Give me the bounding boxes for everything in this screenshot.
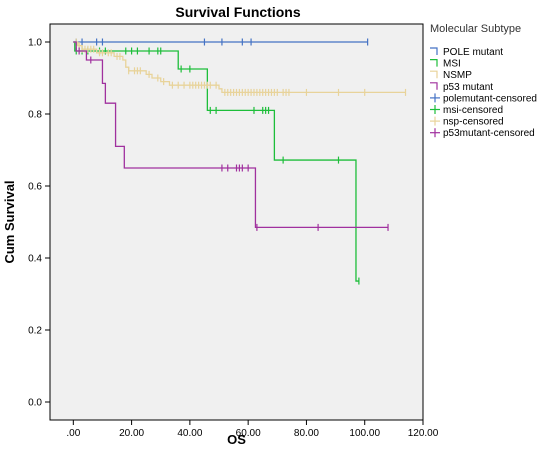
legend-label-0: POLE mutant bbox=[443, 47, 503, 58]
legend-label-3: p53 mutant bbox=[443, 82, 493, 93]
y-tick-label: 0.4 bbox=[28, 254, 42, 265]
y-axis-label: Cum Survival bbox=[2, 180, 17, 263]
y-tick-label: 0.8 bbox=[28, 110, 42, 121]
y-tick-label: 0.2 bbox=[28, 326, 42, 337]
legend-label-4: polemutant-censored bbox=[443, 93, 537, 104]
x-axis-label: OS bbox=[227, 432, 246, 447]
chart-title: Survival Functions bbox=[175, 4, 300, 20]
y-tick-label: 1.0 bbox=[28, 38, 42, 49]
x-tick-label: 100.00 bbox=[349, 428, 380, 439]
x-tick-label: .00 bbox=[66, 428, 80, 439]
legend-swatch-2 bbox=[430, 70, 438, 79]
legend-label-2: NSMP bbox=[443, 70, 472, 81]
series-line-3 bbox=[73, 41, 389, 229]
legend-label-7: p53mutant-censored bbox=[443, 128, 535, 139]
y-tick-label: 0.0 bbox=[28, 398, 42, 409]
x-tick-label: 80.00 bbox=[294, 428, 319, 439]
legend-swatch-0 bbox=[430, 47, 438, 55]
legend-label-6: nsp-censored bbox=[443, 117, 504, 128]
y-tick-label: 0.6 bbox=[28, 182, 42, 193]
x-tick-label: 60.00 bbox=[236, 428, 261, 439]
legend-title: Molecular Subtype bbox=[430, 23, 521, 35]
x-tick-label: 40.00 bbox=[177, 428, 202, 439]
legend-swatch-1 bbox=[430, 59, 438, 67]
legend-swatch-3 bbox=[430, 82, 438, 90]
legend-label-5: msi-censored bbox=[443, 105, 503, 116]
x-tick-label: 120.00 bbox=[408, 428, 439, 439]
x-tick-label: 20.00 bbox=[119, 428, 144, 439]
legend-label-1: MSI bbox=[443, 59, 461, 70]
series-line-1 bbox=[73, 41, 359, 282]
